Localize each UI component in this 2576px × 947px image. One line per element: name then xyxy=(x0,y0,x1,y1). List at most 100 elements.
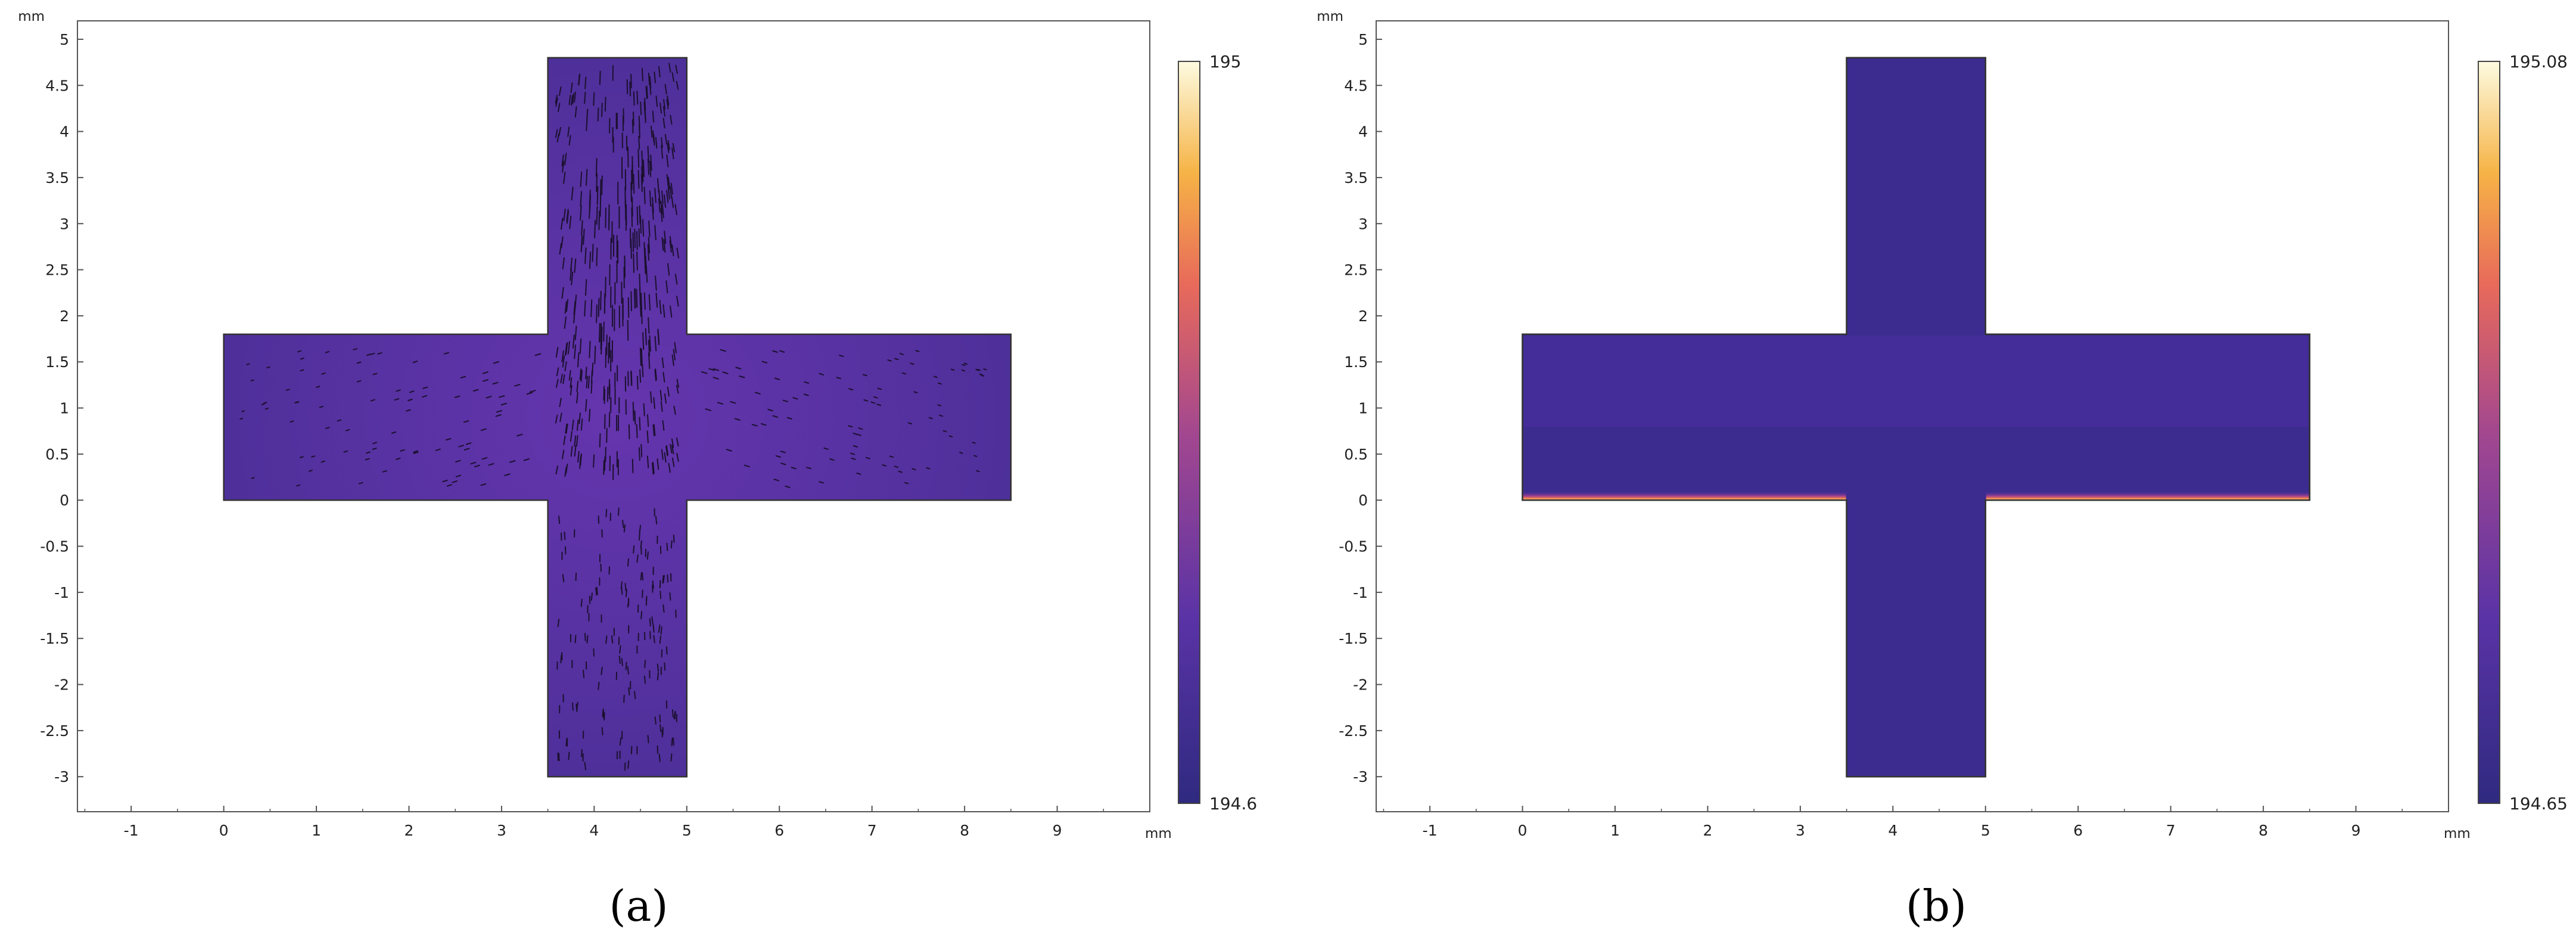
velocity-arrow xyxy=(661,237,664,252)
velocity-arrow xyxy=(804,381,810,384)
y-tick-label: 1 xyxy=(60,400,69,417)
velocity-arrow xyxy=(713,368,720,371)
velocity-arrow xyxy=(601,666,603,675)
velocity-arrow xyxy=(571,420,574,431)
velocity-arrow xyxy=(670,182,673,195)
y-tick-label: 2.5 xyxy=(1344,262,1368,279)
velocity-arrow xyxy=(412,361,418,364)
velocity-arrow xyxy=(632,111,634,126)
y-tick-label: 0.5 xyxy=(45,446,69,463)
velocity-arrow xyxy=(480,428,487,431)
velocity-arrow xyxy=(599,323,601,343)
velocity-arrow xyxy=(655,136,658,149)
velocity-arrow xyxy=(562,355,565,368)
velocity-arrow xyxy=(639,298,642,317)
velocity-arrow xyxy=(300,369,304,372)
panel-a: -1 0 1 2 3 4 5 6 7 8 9 5 4.5 4 3.5 3 2.5 2 1.5 1 0.5 0 -0.5 -1 -… xyxy=(18,9,1257,842)
velocity-arrow xyxy=(649,190,652,207)
velocity-arrow xyxy=(782,399,788,402)
x-tick-label: 4 xyxy=(589,822,599,839)
velocity-arrow xyxy=(565,423,568,434)
velocity-arrow xyxy=(526,392,533,395)
velocity-arrow xyxy=(667,95,670,106)
velocity-arrow xyxy=(297,350,301,353)
velocity-arrow xyxy=(654,225,657,241)
velocity-arrow xyxy=(321,372,326,375)
velocity-arrow xyxy=(599,197,602,217)
velocity-arrow xyxy=(638,447,640,461)
velocity-arrow xyxy=(823,447,829,450)
x-tick-label: 9 xyxy=(2351,822,2361,839)
velocity-arrow xyxy=(251,477,255,479)
velocity-arrow xyxy=(655,293,658,308)
velocity-arrow xyxy=(575,572,577,581)
velocity-arrow xyxy=(647,735,649,744)
velocity-arrow xyxy=(640,611,643,620)
panel-b: -1 0 1 2 3 4 5 6 7 8 9 5 4.5 4 3.5 3 2.5 2 1.5 1 0.5 0 -0.5 -1 -… xyxy=(1317,9,2568,842)
velocity-arrow xyxy=(983,368,987,371)
velocity-arrow xyxy=(659,635,662,644)
velocity-arrow xyxy=(647,145,649,163)
x-tick-label: 4 xyxy=(1888,822,1897,839)
velocity-arrow xyxy=(889,455,894,458)
velocity-arrow xyxy=(639,347,642,366)
velocity-arrow xyxy=(662,575,665,583)
y-tick-label: -1.5 xyxy=(1339,630,1368,647)
velocity-arrow xyxy=(366,353,371,356)
velocity-arrow xyxy=(572,93,575,104)
velocity-arrow xyxy=(636,206,639,226)
x-tick-label: 3 xyxy=(497,822,506,839)
velocity-arrow xyxy=(848,388,854,391)
velocity-arrow xyxy=(899,353,904,355)
velocity-arrow xyxy=(345,429,350,431)
velocity-arrow xyxy=(662,371,665,383)
velocity-arrow xyxy=(409,390,415,393)
velocity-arrow xyxy=(285,389,290,391)
velocity-arrow xyxy=(901,372,907,375)
velocity-arrow xyxy=(873,396,878,399)
velocity-arrow xyxy=(649,618,651,627)
velocity-arrow xyxy=(482,371,489,374)
velocity-arrow xyxy=(562,257,565,269)
velocity-arrow xyxy=(672,142,676,153)
velocity-arrow xyxy=(639,417,641,431)
velocity-arrow xyxy=(910,362,914,365)
y-tick-label: -3 xyxy=(1353,768,1368,785)
velocity-arrow xyxy=(596,304,598,324)
velocity-arrow xyxy=(648,317,650,334)
velocity-arrow xyxy=(836,377,842,380)
velocity-arrow xyxy=(658,753,661,762)
velocity-arrow xyxy=(562,574,565,583)
y-tick-label: 2.5 xyxy=(45,262,69,279)
velocity-arrow xyxy=(661,190,664,204)
velocity-arrow xyxy=(465,442,472,445)
velocity-arrow xyxy=(898,470,903,473)
y-tick-label: 4 xyxy=(60,123,69,141)
velocity-arrow xyxy=(563,172,566,184)
velocity-arrow xyxy=(668,462,671,473)
velocity-arrow xyxy=(325,351,330,353)
velocity-arrow xyxy=(786,417,792,420)
y-unit-label: mm xyxy=(1317,9,1343,24)
x-tick-label: 1 xyxy=(1610,822,1620,839)
velocity-arrow xyxy=(629,228,631,249)
velocity-arrow xyxy=(641,68,643,82)
velocity-arrow xyxy=(639,215,642,234)
velocity-arrow xyxy=(663,239,666,253)
velocity-arrow xyxy=(559,86,562,96)
velocity-arrow xyxy=(372,442,378,445)
velocity-arrow xyxy=(634,228,636,249)
velocity-arrow xyxy=(413,451,419,454)
velocity-arrow xyxy=(443,352,450,355)
velocity-arrow xyxy=(662,105,665,117)
velocity-arrow xyxy=(568,752,570,760)
velocity-arrow xyxy=(862,374,867,377)
velocity-arrow xyxy=(654,188,657,203)
y-tick-label: 5 xyxy=(60,31,69,48)
x-tick-label: 2 xyxy=(405,822,414,839)
velocity-arrow xyxy=(671,438,674,448)
velocity-arrow xyxy=(662,117,665,129)
y-tick-label: 2 xyxy=(1358,308,1368,325)
velocity-arrow xyxy=(654,716,657,725)
